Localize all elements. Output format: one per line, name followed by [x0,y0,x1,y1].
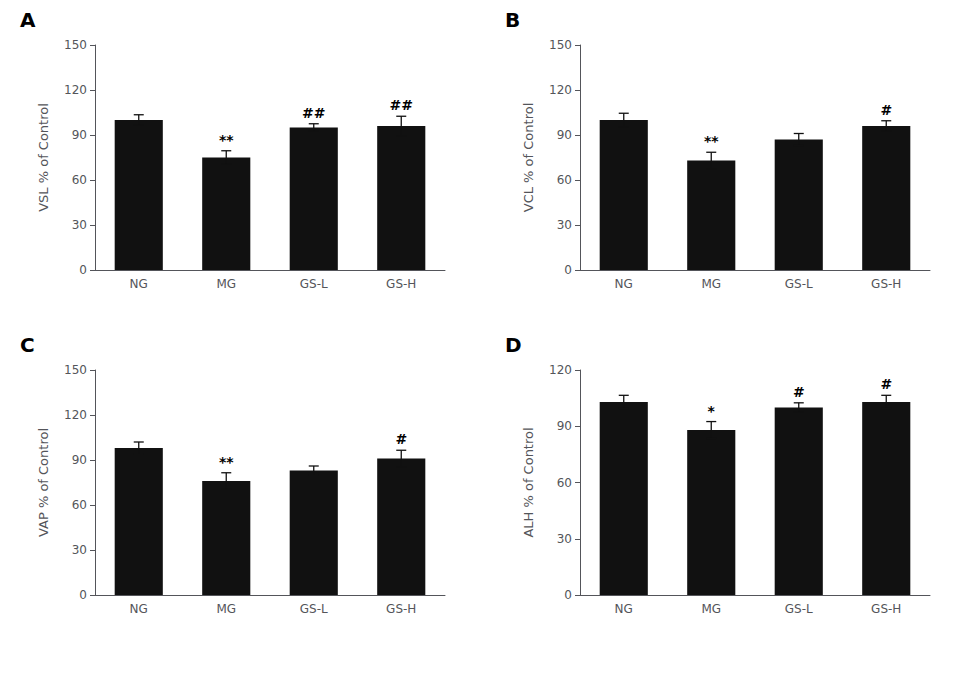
svg-text:120: 120 [64,408,87,422]
svg-text:NG: NG [130,277,148,291]
svg-text:150: 150 [64,38,87,52]
svg-text:30: 30 [557,218,572,232]
svg-text:120: 120 [549,83,572,97]
svg-text:0: 0 [564,263,572,277]
svg-text:MG: MG [701,602,721,616]
svg-text:150: 150 [549,38,572,52]
svg-text:GS-H: GS-H [871,277,901,291]
svg-text:GS-L: GS-L [785,277,813,291]
svg-text:C: C [20,333,35,357]
svg-text:GS-L: GS-L [300,277,328,291]
svg-text:#: # [395,431,407,447]
svg-text:VAP % of Control: VAP % of Control [36,428,51,537]
svg-text:NG: NG [615,277,633,291]
svg-text:**: ** [704,133,719,149]
svg-text:0: 0 [79,588,87,602]
svg-text:GS-L: GS-L [785,602,813,616]
svg-text:90: 90 [557,419,572,433]
svg-text:MG: MG [216,602,236,616]
svg-text:150: 150 [64,363,87,377]
svg-text:60: 60 [72,173,87,187]
svg-text:##: ## [390,97,413,113]
svg-text:NG: NG [615,602,633,616]
svg-text:*: * [708,403,716,419]
svg-text:GS-L: GS-L [300,602,328,616]
svg-text:GS-H: GS-H [871,602,901,616]
svg-text:NG: NG [130,602,148,616]
svg-text:0: 0 [79,263,87,277]
svg-text:MG: MG [701,277,721,291]
svg-text:MG: MG [216,277,236,291]
svg-text:**: ** [219,132,234,148]
svg-text:60: 60 [72,498,87,512]
svg-text:#: # [880,102,892,118]
svg-text:VSL % of Control: VSL % of Control [36,103,51,212]
svg-text:ALH % of Control: ALH % of Control [521,427,536,537]
svg-text:90: 90 [72,453,87,467]
svg-text:0: 0 [564,588,572,602]
svg-text:120: 120 [64,83,87,97]
svg-text:90: 90 [72,128,87,142]
svg-text:##: ## [302,105,325,121]
svg-text:#: # [793,384,805,400]
svg-text:30: 30 [557,532,572,546]
svg-text:GS-H: GS-H [386,277,416,291]
svg-text:30: 30 [72,543,87,557]
svg-text:90: 90 [557,128,572,142]
svg-text:VCL % of Control: VCL % of Control [521,103,536,212]
svg-text:**: ** [219,454,234,470]
svg-text:60: 60 [557,173,572,187]
svg-text:120: 120 [549,363,572,377]
svg-text:D: D [505,333,522,357]
svg-text:B: B [505,8,520,32]
svg-text:GS-H: GS-H [386,602,416,616]
svg-text:30: 30 [72,218,87,232]
svg-text:60: 60 [557,476,572,490]
svg-text:A: A [20,8,36,32]
svg-text:#: # [880,376,892,392]
